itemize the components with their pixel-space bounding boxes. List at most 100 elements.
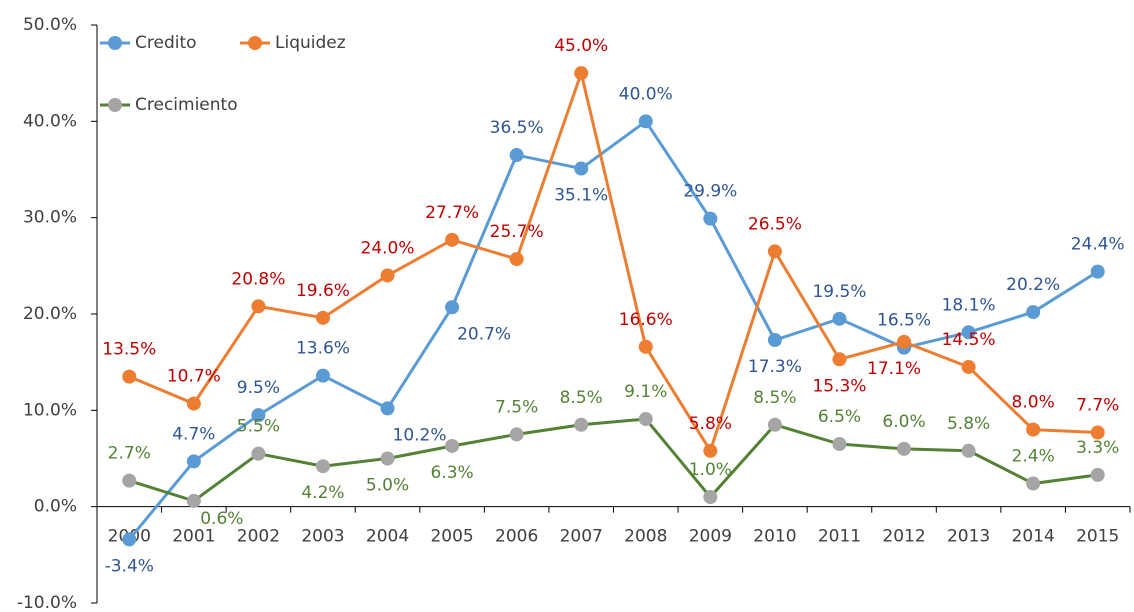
- marker: [509, 427, 524, 442]
- marker: [380, 401, 395, 416]
- marker: [315, 310, 330, 325]
- x-tick-label: 2004: [366, 527, 409, 547]
- data-label: 24.0%: [361, 238, 415, 258]
- data-label: 8.0%: [1012, 393, 1055, 413]
- data-label: 40.0%: [619, 84, 673, 104]
- data-label: 5.5%: [237, 417, 280, 437]
- marker: [1090, 467, 1105, 482]
- data-label: 27.7%: [425, 203, 479, 223]
- data-label: 16.6%: [619, 310, 673, 330]
- data-label: 4.2%: [301, 483, 344, 503]
- marker: [509, 252, 524, 267]
- x-tick-label: 2006: [495, 527, 538, 547]
- marker: [638, 412, 653, 427]
- marker: [767, 417, 782, 432]
- marker: [961, 443, 976, 458]
- y-tick-label: 50.0%: [23, 15, 77, 35]
- data-label: 20.8%: [231, 269, 285, 289]
- marker: [380, 268, 395, 283]
- data-label: 24.4%: [1071, 235, 1125, 255]
- marker: [445, 232, 460, 247]
- data-label: 5.0%: [366, 476, 409, 496]
- data-label: 20.2%: [1006, 275, 1060, 295]
- y-tick-label: -10.0%: [17, 593, 77, 612]
- data-label: 25.7%: [490, 222, 544, 242]
- marker: [122, 473, 137, 488]
- x-tick-label: 2009: [689, 527, 732, 547]
- marker: [1026, 422, 1041, 437]
- data-label: 6.3%: [430, 463, 473, 483]
- y-tick-label: 40.0%: [23, 111, 77, 131]
- data-label: 8.5%: [753, 388, 796, 408]
- data-label: 29.9%: [683, 182, 737, 202]
- data-label: 9.1%: [624, 382, 667, 402]
- legend-label: Crecimiento: [135, 95, 238, 115]
- data-label: 5.8%: [689, 414, 732, 434]
- marker: [897, 441, 912, 456]
- marker: [832, 352, 847, 367]
- x-tick-label: 2001: [172, 527, 215, 547]
- marker: [767, 333, 782, 348]
- marker: [574, 417, 589, 432]
- y-tick-label: 0.0%: [34, 497, 77, 517]
- marker: [445, 300, 460, 315]
- legend-label: Liquidez: [275, 33, 346, 53]
- marker: [703, 443, 718, 458]
- data-label: 4.7%: [172, 424, 215, 444]
- marker: [897, 334, 912, 349]
- marker: [315, 459, 330, 474]
- marker: [251, 446, 266, 461]
- x-tick-label: 2011: [818, 527, 861, 547]
- marker: [832, 437, 847, 452]
- marker: [315, 368, 330, 383]
- x-tick-label: 2005: [430, 527, 473, 547]
- x-tick-label: 2013: [947, 527, 990, 547]
- marker: [122, 369, 137, 384]
- data-label: 19.6%: [296, 281, 350, 301]
- data-label: 15.3%: [812, 376, 866, 396]
- marker: [186, 396, 201, 411]
- marker: [574, 66, 589, 81]
- legend-marker: [248, 36, 262, 50]
- data-label: 35.1%: [554, 186, 608, 206]
- data-label: 17.1%: [867, 359, 921, 379]
- x-tick-label: 2007: [560, 527, 603, 547]
- marker: [961, 325, 976, 340]
- y-tick-label: 20.0%: [23, 304, 77, 324]
- marker: [1026, 305, 1041, 320]
- series-line: [128, 417, 1098, 503]
- x-tick-label: 2015: [1076, 527, 1119, 547]
- data-label: 2.4%: [1012, 447, 1055, 467]
- data-label: 36.5%: [490, 118, 544, 138]
- x-tick-label: 2014: [1012, 527, 1055, 547]
- marker: [509, 148, 524, 163]
- data-label: -3.4%: [105, 556, 154, 576]
- data-label: 18.1%: [942, 295, 996, 315]
- y-tick-label: 30.0%: [23, 208, 77, 228]
- data-label: 10.7%: [167, 367, 221, 387]
- marker: [122, 532, 137, 547]
- marker: [961, 359, 976, 374]
- marker: [574, 161, 589, 176]
- marker: [1026, 476, 1041, 491]
- marker: [1090, 264, 1105, 279]
- data-label: 45.0%: [554, 36, 608, 56]
- x-tick-label: 2008: [624, 527, 667, 547]
- data-label: 19.5%: [812, 282, 866, 302]
- marker: [703, 211, 718, 226]
- data-label: 17.3%: [748, 357, 802, 377]
- marker: [832, 311, 847, 326]
- data-label: 13.6%: [296, 339, 350, 359]
- x-tick-label: 2012: [882, 527, 925, 547]
- marker: [251, 408, 266, 423]
- data-label: 10.2%: [393, 425, 447, 445]
- series-line: [128, 67, 1098, 455]
- legend-marker: [108, 36, 122, 50]
- data-label: 16.5%: [877, 311, 931, 331]
- data-label: 2.7%: [108, 444, 151, 464]
- marker: [767, 244, 782, 259]
- data-label: 9.5%: [237, 378, 280, 398]
- marker: [445, 438, 460, 453]
- x-tick-label: 2002: [237, 527, 280, 547]
